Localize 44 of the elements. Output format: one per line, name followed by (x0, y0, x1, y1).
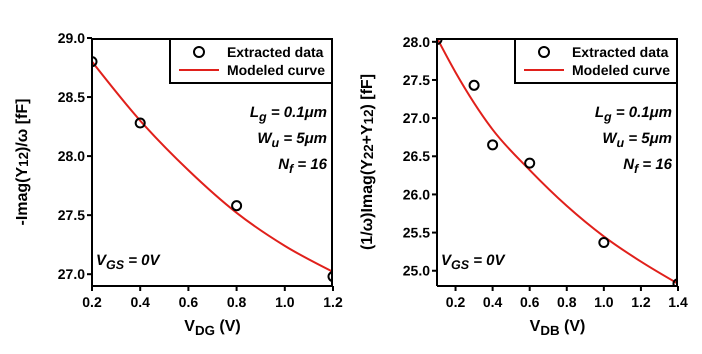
annotation: W$_{u}$ = 5μm (257, 130, 327, 150)
x-tick-label: 0.2 (82, 294, 102, 310)
x-tick-label: 1.4 (668, 294, 688, 310)
x-tick-label: 0.4 (482, 294, 503, 310)
line-series (92, 60, 333, 273)
point (598, 237, 610, 248)
point (487, 139, 498, 150)
y-tick-label: 25.0 (402, 262, 430, 279)
annotation: N$_{f}$ = 16 (278, 156, 327, 176)
x-tick-label: 0.4 (130, 294, 150, 310)
y-tick-label: 25.5 (402, 224, 430, 241)
y-tick-label: 27.0 (58, 266, 86, 282)
annotation: V$_{GS}$ = 0V (96, 252, 160, 272)
x-tick-label: 0.8 (226, 294, 247, 310)
legend-label: Modeled curve (572, 61, 670, 79)
x-tick-label: 1.0 (594, 294, 614, 310)
y-tick-label: 28.0 (402, 34, 430, 50)
legend-label: Extracted data (572, 43, 668, 61)
annotation: L$_{g}$ = 0.1μm (250, 104, 327, 124)
legend-label: Extracted data (226, 43, 324, 61)
point (468, 80, 480, 91)
annotation: W$_{u}$ = 5μm (602, 130, 672, 150)
x-tick-label: 0.6 (178, 294, 198, 310)
x-axis-title: V$_{DB}$ (V) (528, 318, 586, 338)
x-tick-label: 0.6 (520, 294, 540, 310)
legend-label: Modeled curve (226, 61, 325, 79)
point (524, 158, 536, 169)
y-tick-label: 27.5 (58, 207, 86, 224)
y-tick-label: 26.5 (402, 148, 430, 164)
x-tick-label: 1.2 (631, 294, 651, 310)
x-axis-title: V$_{DG}$ (V) (183, 318, 242, 338)
x-tick-label: 0.2 (446, 294, 466, 310)
x-tick-label: 0.8 (557, 294, 577, 310)
annotation: V$_{GS}$ = 0V (441, 252, 505, 272)
y-tick-label: 29.0 (58, 30, 86, 46)
y-tick-label: 27.0 (402, 110, 430, 126)
x-tick-label: 1.0 (275, 294, 295, 310)
annotation: L$_{g}$ = 0.1μm (594, 104, 672, 124)
annotation: N$_{f}$ = 16 (623, 156, 672, 176)
y-tick-label: 28.5 (58, 89, 86, 106)
y-tick-label: 28.0 (58, 148, 86, 164)
y-tick-label: 27.5 (402, 72, 430, 88)
y-tick-label: 26.0 (402, 186, 430, 202)
x-tick-label: 1.2 (323, 294, 343, 310)
